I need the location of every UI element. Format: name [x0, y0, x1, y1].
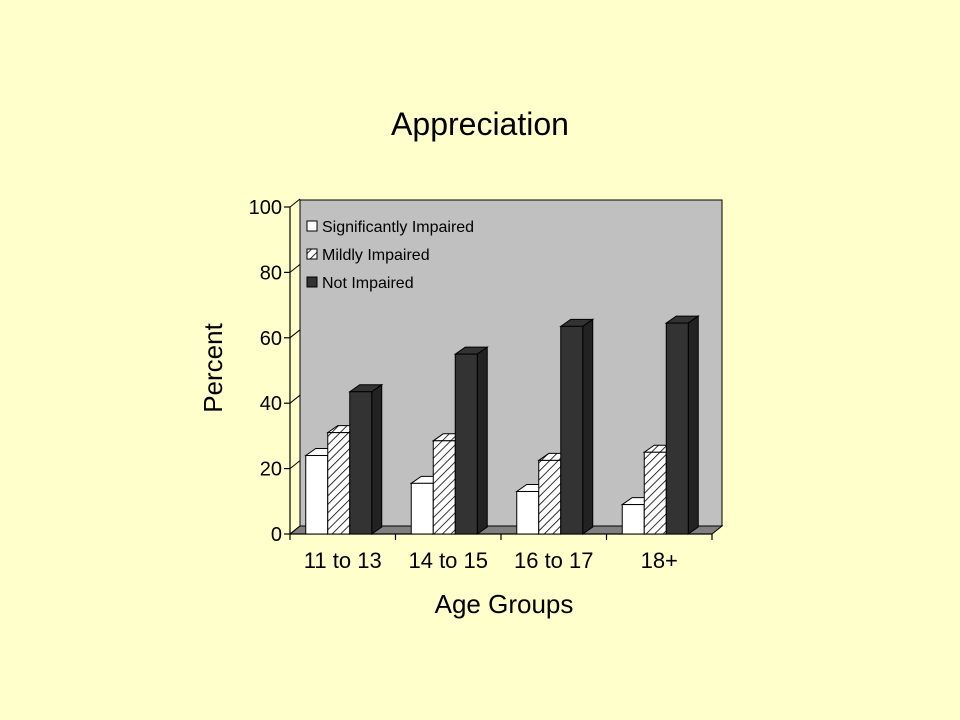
bar-side-face	[582, 318, 594, 535]
bar-front-face	[621, 504, 645, 535]
x-category-label: 11 to 13	[304, 548, 382, 573]
bar-front-face	[305, 455, 329, 535]
y-tick-depth-line	[289, 525, 301, 535]
legend-swatch	[306, 248, 318, 260]
legend: Significantly Impaired Mildly Impaired Not…	[306, 219, 474, 292]
bar-front-face	[410, 482, 434, 535]
legend-swatch	[306, 220, 318, 232]
y-tick-label: 20	[260, 459, 282, 481]
bar	[348, 383, 384, 535]
x-axis-title: Age Groups	[435, 589, 574, 619]
y-tick-labels: 0 20 40 60 80 100	[249, 197, 282, 546]
legend-swatch	[306, 276, 318, 288]
bar-side-face	[687, 315, 699, 535]
y-tick-depth-line	[289, 329, 301, 339]
bar-front-face	[643, 451, 667, 535]
bar	[453, 346, 489, 535]
y-tick-depth-line	[289, 394, 301, 404]
y-tick-label: 60	[260, 328, 282, 350]
chart-title: Appreciation	[391, 106, 569, 142]
y-axis-title: Percent	[198, 322, 228, 412]
y-tick-label: 40	[260, 393, 282, 415]
y-tick-depth-line	[289, 460, 301, 469]
x-category-label: 16 to 17	[514, 548, 594, 573]
bar-front-face	[454, 353, 478, 535]
bar-front-face	[665, 322, 689, 535]
y-tick-label: 0	[271, 524, 282, 546]
x-category-labels: 11 to 13 14 to 15 16 to 17 18+	[304, 548, 678, 573]
legend-label: Mildly Impaired	[322, 247, 430, 264]
bar-front-face	[327, 432, 351, 535]
bar-side-face	[476, 346, 488, 535]
x-category-label: 18+	[641, 548, 678, 573]
y-tick-label: 80	[260, 262, 282, 284]
bar-side-face	[371, 383, 383, 535]
bar-front-face	[349, 391, 373, 535]
bar	[559, 318, 595, 535]
y-tick-label: 100	[249, 197, 282, 219]
bar-front-face	[516, 490, 540, 535]
bar-front-face	[538, 459, 562, 535]
bars	[304, 315, 700, 535]
bar-front-face	[432, 440, 456, 535]
y-tick-depth-line	[289, 264, 301, 273]
x-category-label: 14 to 15	[408, 548, 488, 573]
legend-label: Significantly Impaired	[322, 219, 474, 236]
bar	[664, 315, 700, 535]
legend-label: Not Impaired	[322, 275, 414, 292]
bar-front-face	[560, 325, 584, 535]
y-tick-depth-line	[289, 198, 301, 208]
